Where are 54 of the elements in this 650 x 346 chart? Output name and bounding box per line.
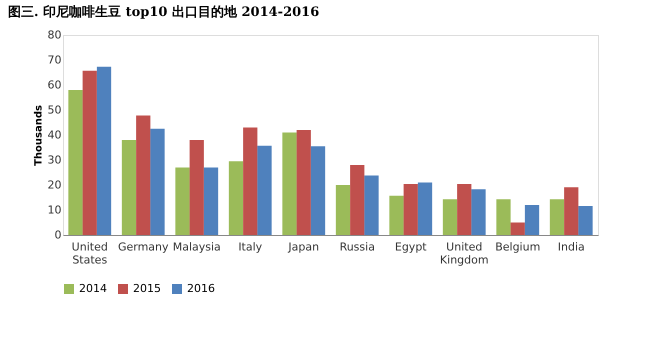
bar [204,168,218,235]
bar [310,146,326,235]
bar [578,206,593,235]
bar [442,199,458,235]
bar [96,66,112,235]
x-tick-label: Italy [238,240,263,254]
y-tick-label: 20 [48,178,62,192]
bar [364,176,379,235]
legend-label: 2016 [187,282,215,295]
bar [136,116,150,235]
bar [122,140,136,235]
y-tick-label: 80 [48,28,62,42]
bar [150,128,165,235]
bar [524,205,540,235]
bar [257,146,272,235]
bar [510,222,525,235]
x-tick-label: Germany [118,240,170,254]
bar [82,70,97,235]
bar [282,132,297,235]
bar [564,187,578,235]
bar [471,189,486,235]
y-axis-title: Thousands [34,105,45,166]
y-tick-label: 30 [48,154,62,166]
bar [389,196,404,235]
bar [243,128,258,235]
bar [457,184,472,235]
bar [350,165,364,235]
y-tick-label: 10 [48,204,62,216]
y-tick-label: 50 [48,104,62,116]
x-tick-label: India [558,240,585,254]
legend-label: 2015 [133,282,161,295]
bar [496,199,511,235]
bar [418,182,432,235]
y-tick-label: 60 [48,78,62,92]
y-tick-label: 70 [48,54,62,66]
x-tick-label: Egypt [394,240,428,254]
bar [550,199,564,235]
x-tick-label: Russia [340,240,375,254]
x-tick-label: Malaysia [172,240,221,254]
y-tick-label: 0 [54,228,62,242]
x-tick-label: Japan [287,240,320,254]
bar [175,168,190,235]
bar [68,90,83,235]
x-tick-label: United States [72,240,108,266]
bar [190,140,204,235]
bar [336,185,350,235]
bar [228,161,244,235]
x-tick-label: Belgium [495,240,540,254]
x-tick-label: United Kingdom [440,240,489,266]
bar [404,184,418,235]
bar [296,130,311,235]
chart-title: 图三. 印尼咖啡生豆 top10 出口目的地 2014-2016 [8,4,320,20]
legend-label: 2014 [79,282,107,295]
y-tick-label: 40 [48,128,62,142]
